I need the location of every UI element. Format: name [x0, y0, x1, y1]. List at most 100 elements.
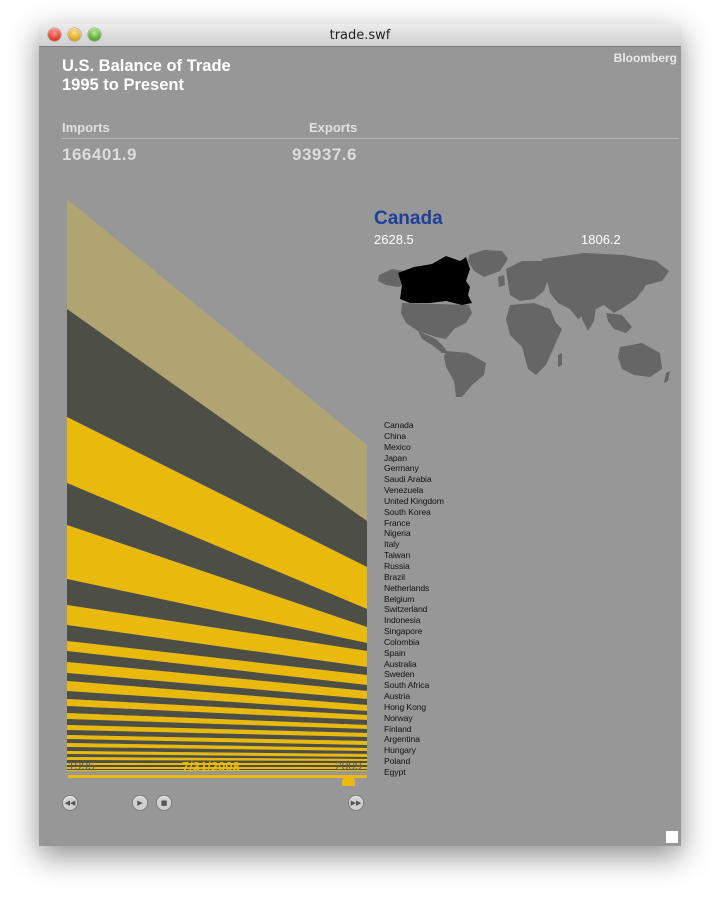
trade-band[interactable] — [67, 769, 367, 770]
country-list-item[interactable]: Hong Kong — [384, 701, 427, 712]
country-list-item[interactable]: Netherlands — [384, 582, 430, 593]
map-central-america — [418, 331, 448, 353]
map-uk — [498, 275, 505, 287]
trade-band[interactable] — [67, 743, 367, 751]
trade-band[interactable] — [67, 673, 367, 705]
stop-button[interactable]: ■ — [156, 795, 172, 811]
country-list-item[interactable]: China — [384, 430, 406, 441]
trade-band[interactable] — [67, 770, 367, 771]
country-list-item[interactable]: Finland — [384, 723, 412, 734]
country-list-item[interactable]: Norway — [384, 712, 413, 723]
trade-band[interactable] — [67, 767, 367, 769]
country-list-item[interactable]: Venezuela — [384, 485, 424, 496]
country-list-item[interactable]: Italy — [384, 539, 400, 550]
title-line-2: 1995 to Present — [62, 76, 184, 94]
country-list-item[interactable]: Saudi Arabia — [384, 474, 432, 485]
trade-band[interactable] — [67, 763, 367, 765]
timeline-end-year: 2009 — [335, 759, 362, 773]
trade-band[interactable] — [67, 651, 367, 691]
trade-band[interactable] — [67, 765, 367, 767]
country-list-item[interactable]: Colombia — [384, 636, 420, 647]
country-list-item[interactable]: Canada — [384, 420, 414, 430]
close-window-button[interactable] — [48, 28, 61, 41]
trade-band[interactable] — [67, 760, 367, 763]
imports-label: Imports — [62, 120, 110, 135]
trade-band[interactable] — [67, 725, 367, 737]
stop-icon: ■ — [160, 799, 168, 807]
brand-logo: Bloomberg — [613, 51, 677, 65]
country-list-item[interactable]: Germany — [384, 463, 419, 474]
trade-band[interactable] — [67, 730, 367, 741]
timeline-track[interactable] — [68, 775, 367, 778]
country-list-item[interactable]: Switzerland — [384, 604, 428, 615]
country-list-item[interactable]: Brazil — [384, 571, 405, 582]
zoom-window-button[interactable] — [88, 28, 101, 41]
window-title: trade.swf — [329, 28, 391, 43]
country-list-item[interactable]: Egypt — [384, 767, 406, 777]
trade-band[interactable] — [67, 719, 367, 733]
country-list-item[interactable]: Japan — [384, 452, 407, 463]
selected-country-exports: 1806.2 — [581, 232, 621, 247]
trade-band[interactable] — [67, 739, 367, 748]
country-list-item[interactable]: Australia — [384, 658, 417, 669]
country-list-item[interactable]: Hungary — [384, 745, 416, 756]
map-india — [582, 307, 596, 331]
exports-label: Exports — [309, 120, 358, 135]
trade-band[interactable] — [67, 757, 367, 761]
trade-band[interactable] — [67, 751, 367, 757]
trade-band[interactable] — [67, 625, 367, 675]
country-list-item[interactable]: Spain — [384, 647, 406, 658]
timeline-start-year: 1995 — [68, 759, 95, 773]
trade-band[interactable] — [67, 662, 367, 699]
country-list-item[interactable]: Taiwan — [384, 550, 411, 561]
country-list-item[interactable]: Nigeria — [384, 528, 411, 539]
trade-band[interactable] — [67, 641, 367, 685]
play-button[interactable]: ▶ — [132, 795, 148, 811]
minimize-window-button[interactable] — [68, 28, 81, 41]
trade-band[interactable] — [67, 681, 367, 711]
trade-band[interactable] — [67, 747, 367, 754]
trade-band[interactable] — [67, 713, 367, 729]
country-list-item[interactable]: Sweden — [384, 669, 415, 680]
flash-content: U.S. Balance of Trade 1995 to Present Bl… — [39, 47, 681, 846]
country-list-item[interactable]: Indonesia — [384, 615, 421, 626]
trade-band[interactable] — [67, 309, 367, 567]
trade-band[interactable] — [67, 525, 367, 643]
country-list-item[interactable]: Poland — [384, 756, 411, 767]
trade-band[interactable] — [67, 199, 367, 521]
map-africa — [506, 303, 562, 375]
trade-band[interactable] — [67, 699, 367, 720]
trade-band[interactable] — [67, 706, 367, 725]
trade-band[interactable] — [67, 605, 367, 667]
timeline-current-date: 7/31/2008 — [182, 759, 240, 774]
trade-band[interactable] — [67, 735, 367, 745]
rewind-button[interactable]: ◀◀ — [62, 795, 78, 811]
country-list-item[interactable]: France — [384, 517, 411, 528]
world-map[interactable] — [374, 247, 674, 397]
country-list-item[interactable]: United Kingdom — [384, 495, 444, 506]
app-window: trade.swf U.S. Balance of Trade 1995 to … — [39, 24, 681, 846]
timeline-slider-handle[interactable] — [342, 776, 355, 786]
country-list-item[interactable]: Argentina — [384, 734, 420, 745]
country-list-item[interactable]: Belgium — [384, 593, 415, 604]
country-list-item[interactable]: Singapore — [384, 626, 423, 637]
imports-value: 166401.9 — [62, 145, 137, 164]
resize-grip[interactable] — [665, 830, 679, 844]
trade-stream-chart[interactable] — [67, 199, 369, 771]
trade-band[interactable] — [67, 417, 367, 609]
header-divider — [61, 138, 679, 139]
map-asia — [542, 253, 669, 319]
country-list-item[interactable]: Russia — [384, 560, 410, 571]
rewind-icon: ◀◀ — [64, 799, 76, 807]
country-list-item[interactable]: Austria — [384, 691, 411, 702]
map-australia — [618, 343, 662, 377]
trade-band[interactable] — [67, 754, 367, 759]
play-icon: ▶ — [137, 799, 143, 807]
country-list-item[interactable]: South Korea — [384, 506, 431, 517]
trade-band[interactable] — [67, 579, 367, 651]
trade-band[interactable] — [67, 691, 367, 715]
country-list-item[interactable]: South Africa — [384, 680, 430, 691]
trade-band[interactable] — [67, 483, 367, 627]
country-list-item[interactable]: Mexico — [384, 441, 411, 452]
fast-forward-button[interactable]: ▶▶ — [348, 795, 364, 811]
